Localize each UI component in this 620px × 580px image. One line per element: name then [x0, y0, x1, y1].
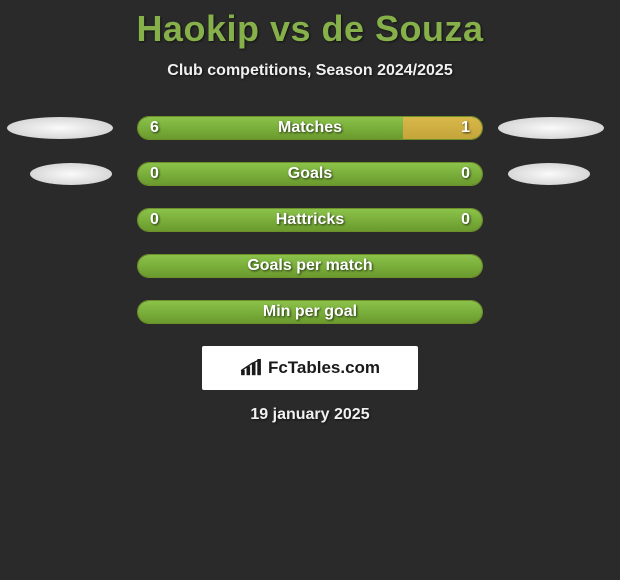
logo-text: FcTables.com [268, 358, 380, 378]
stat-bar-right [403, 117, 482, 139]
player-left-marker [7, 117, 113, 139]
player-right-marker [498, 117, 604, 139]
bar-chart-icon [240, 359, 262, 377]
player-right-marker [508, 163, 590, 185]
stat-value-right: 0 [461, 162, 470, 186]
stat-bar-left [138, 117, 403, 139]
stat-value-right: 0 [461, 208, 470, 232]
stat-bar-left [138, 301, 482, 323]
stat-bar-track [137, 208, 483, 232]
stat-bar-track [137, 254, 483, 278]
stat-bar-track [137, 116, 483, 140]
stat-row: Goals per match [0, 254, 620, 282]
player-left-marker [30, 163, 112, 185]
stat-bar-track [137, 162, 483, 186]
stat-row: Goals00 [0, 162, 620, 190]
stat-comparison-area: Matches61Goals00Hattricks00Goals per mat… [0, 116, 620, 328]
stat-row: Min per goal [0, 300, 620, 328]
stat-value-left: 6 [150, 116, 159, 140]
stat-row: Matches61 [0, 116, 620, 144]
fctables-logo: FcTables.com [202, 346, 418, 390]
stat-bar-left [138, 209, 482, 231]
stat-bar-left [138, 255, 482, 277]
stat-value-right: 1 [461, 116, 470, 140]
stat-bar-track [137, 300, 483, 324]
date-label: 19 january 2025 [0, 406, 620, 424]
subtitle: Club competitions, Season 2024/2025 [0, 62, 620, 80]
stat-value-left: 0 [150, 162, 159, 186]
stat-row: Hattricks00 [0, 208, 620, 236]
page-title: Haokip vs de Souza [0, 0, 620, 50]
stat-bar-left [138, 163, 482, 185]
stat-value-left: 0 [150, 208, 159, 232]
